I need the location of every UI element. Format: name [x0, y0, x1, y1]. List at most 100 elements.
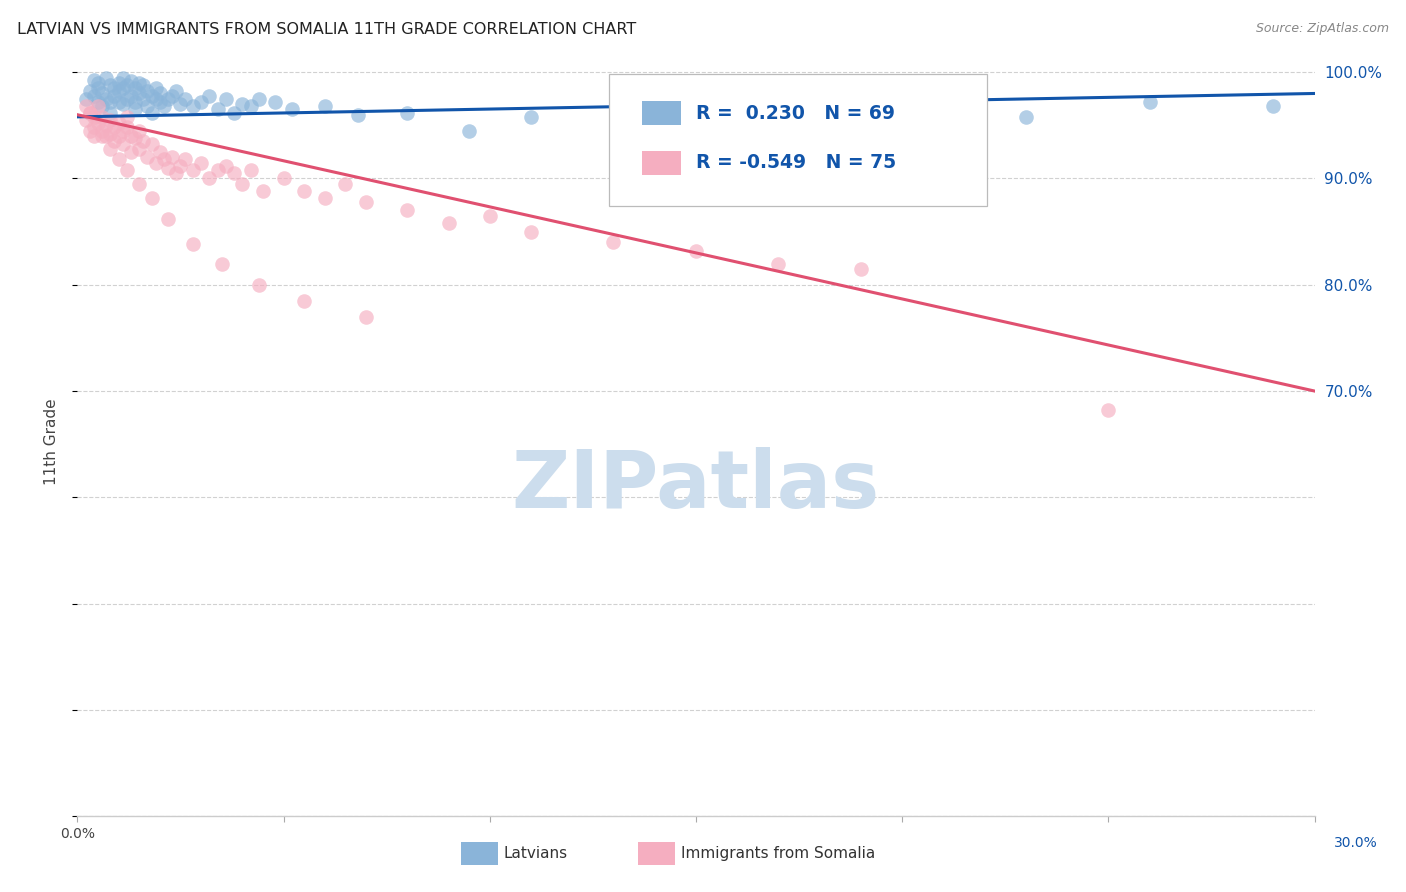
- Y-axis label: 11th Grade: 11th Grade: [44, 398, 59, 485]
- Point: [239, 99, 262, 113]
- Point: [346, 108, 368, 122]
- Point: [132, 78, 155, 92]
- Point: [91, 110, 114, 124]
- Point: [98, 127, 121, 141]
- Point: [87, 81, 110, 95]
- Point: [128, 76, 150, 90]
- Point: [1097, 403, 1119, 417]
- Point: [354, 194, 377, 209]
- Point: [128, 177, 150, 191]
- Point: [128, 142, 150, 156]
- Point: [83, 110, 105, 124]
- Point: [128, 123, 150, 137]
- Point: [520, 225, 543, 239]
- Point: [111, 81, 134, 95]
- Point: [222, 166, 245, 180]
- Point: [173, 153, 195, 167]
- Point: [458, 123, 481, 137]
- Point: [273, 171, 295, 186]
- Point: [239, 163, 262, 178]
- Point: [520, 110, 543, 124]
- Point: [173, 92, 195, 106]
- Point: [231, 97, 253, 112]
- Point: [149, 145, 172, 159]
- Point: [115, 110, 138, 124]
- Point: [111, 137, 134, 152]
- Point: [124, 103, 146, 117]
- Point: [98, 78, 121, 92]
- Point: [396, 105, 419, 120]
- Point: [264, 95, 287, 109]
- Point: [281, 103, 304, 117]
- Point: [157, 92, 180, 106]
- Point: [98, 105, 121, 120]
- Point: [120, 145, 142, 159]
- Point: [115, 92, 138, 106]
- Point: [157, 211, 180, 226]
- Point: [169, 97, 191, 112]
- Point: [768, 120, 790, 135]
- FancyBboxPatch shape: [641, 151, 681, 175]
- Text: 30.0%: 30.0%: [1334, 836, 1378, 850]
- Point: [124, 95, 146, 109]
- Point: [98, 95, 121, 109]
- Point: [107, 76, 129, 90]
- Point: [87, 116, 110, 130]
- Point: [91, 123, 114, 137]
- Point: [120, 128, 142, 143]
- Point: [181, 237, 204, 252]
- Point: [335, 177, 357, 191]
- Point: [602, 235, 624, 250]
- Point: [231, 177, 253, 191]
- Point: [314, 99, 336, 113]
- Point: [153, 153, 176, 167]
- Point: [165, 84, 187, 98]
- Point: [115, 163, 138, 178]
- Point: [107, 153, 129, 167]
- Point: [149, 95, 172, 109]
- FancyBboxPatch shape: [609, 74, 987, 205]
- Point: [96, 92, 118, 106]
- Point: [120, 88, 142, 103]
- Point: [96, 119, 118, 133]
- Point: [685, 244, 707, 258]
- Point: [292, 184, 315, 198]
- Point: [190, 95, 212, 109]
- Point: [198, 171, 221, 186]
- Point: [83, 72, 105, 87]
- Point: [198, 88, 221, 103]
- Text: Latvians: Latvians: [503, 847, 568, 861]
- Point: [98, 142, 121, 156]
- Point: [437, 216, 460, 230]
- Point: [79, 84, 101, 98]
- Point: [141, 88, 163, 103]
- Point: [87, 76, 110, 90]
- Point: [132, 134, 155, 148]
- Point: [128, 87, 150, 101]
- Point: [478, 209, 501, 223]
- Point: [141, 105, 163, 120]
- Point: [849, 261, 872, 276]
- Point: [107, 128, 129, 143]
- Point: [91, 128, 114, 143]
- Point: [153, 99, 176, 113]
- Point: [79, 105, 101, 120]
- Point: [165, 166, 187, 180]
- Point: [83, 88, 105, 103]
- Point: [120, 73, 142, 87]
- Point: [111, 97, 134, 112]
- Point: [207, 103, 229, 117]
- Point: [141, 137, 163, 152]
- Point: [124, 81, 146, 95]
- Point: [91, 87, 114, 101]
- Point: [107, 116, 129, 130]
- Point: [768, 256, 790, 270]
- Point: [103, 134, 125, 148]
- Point: [181, 163, 204, 178]
- Point: [314, 191, 336, 205]
- Point: [98, 113, 121, 128]
- Point: [96, 70, 118, 85]
- Point: [396, 203, 419, 218]
- Point: [79, 105, 101, 120]
- Point: [136, 84, 159, 98]
